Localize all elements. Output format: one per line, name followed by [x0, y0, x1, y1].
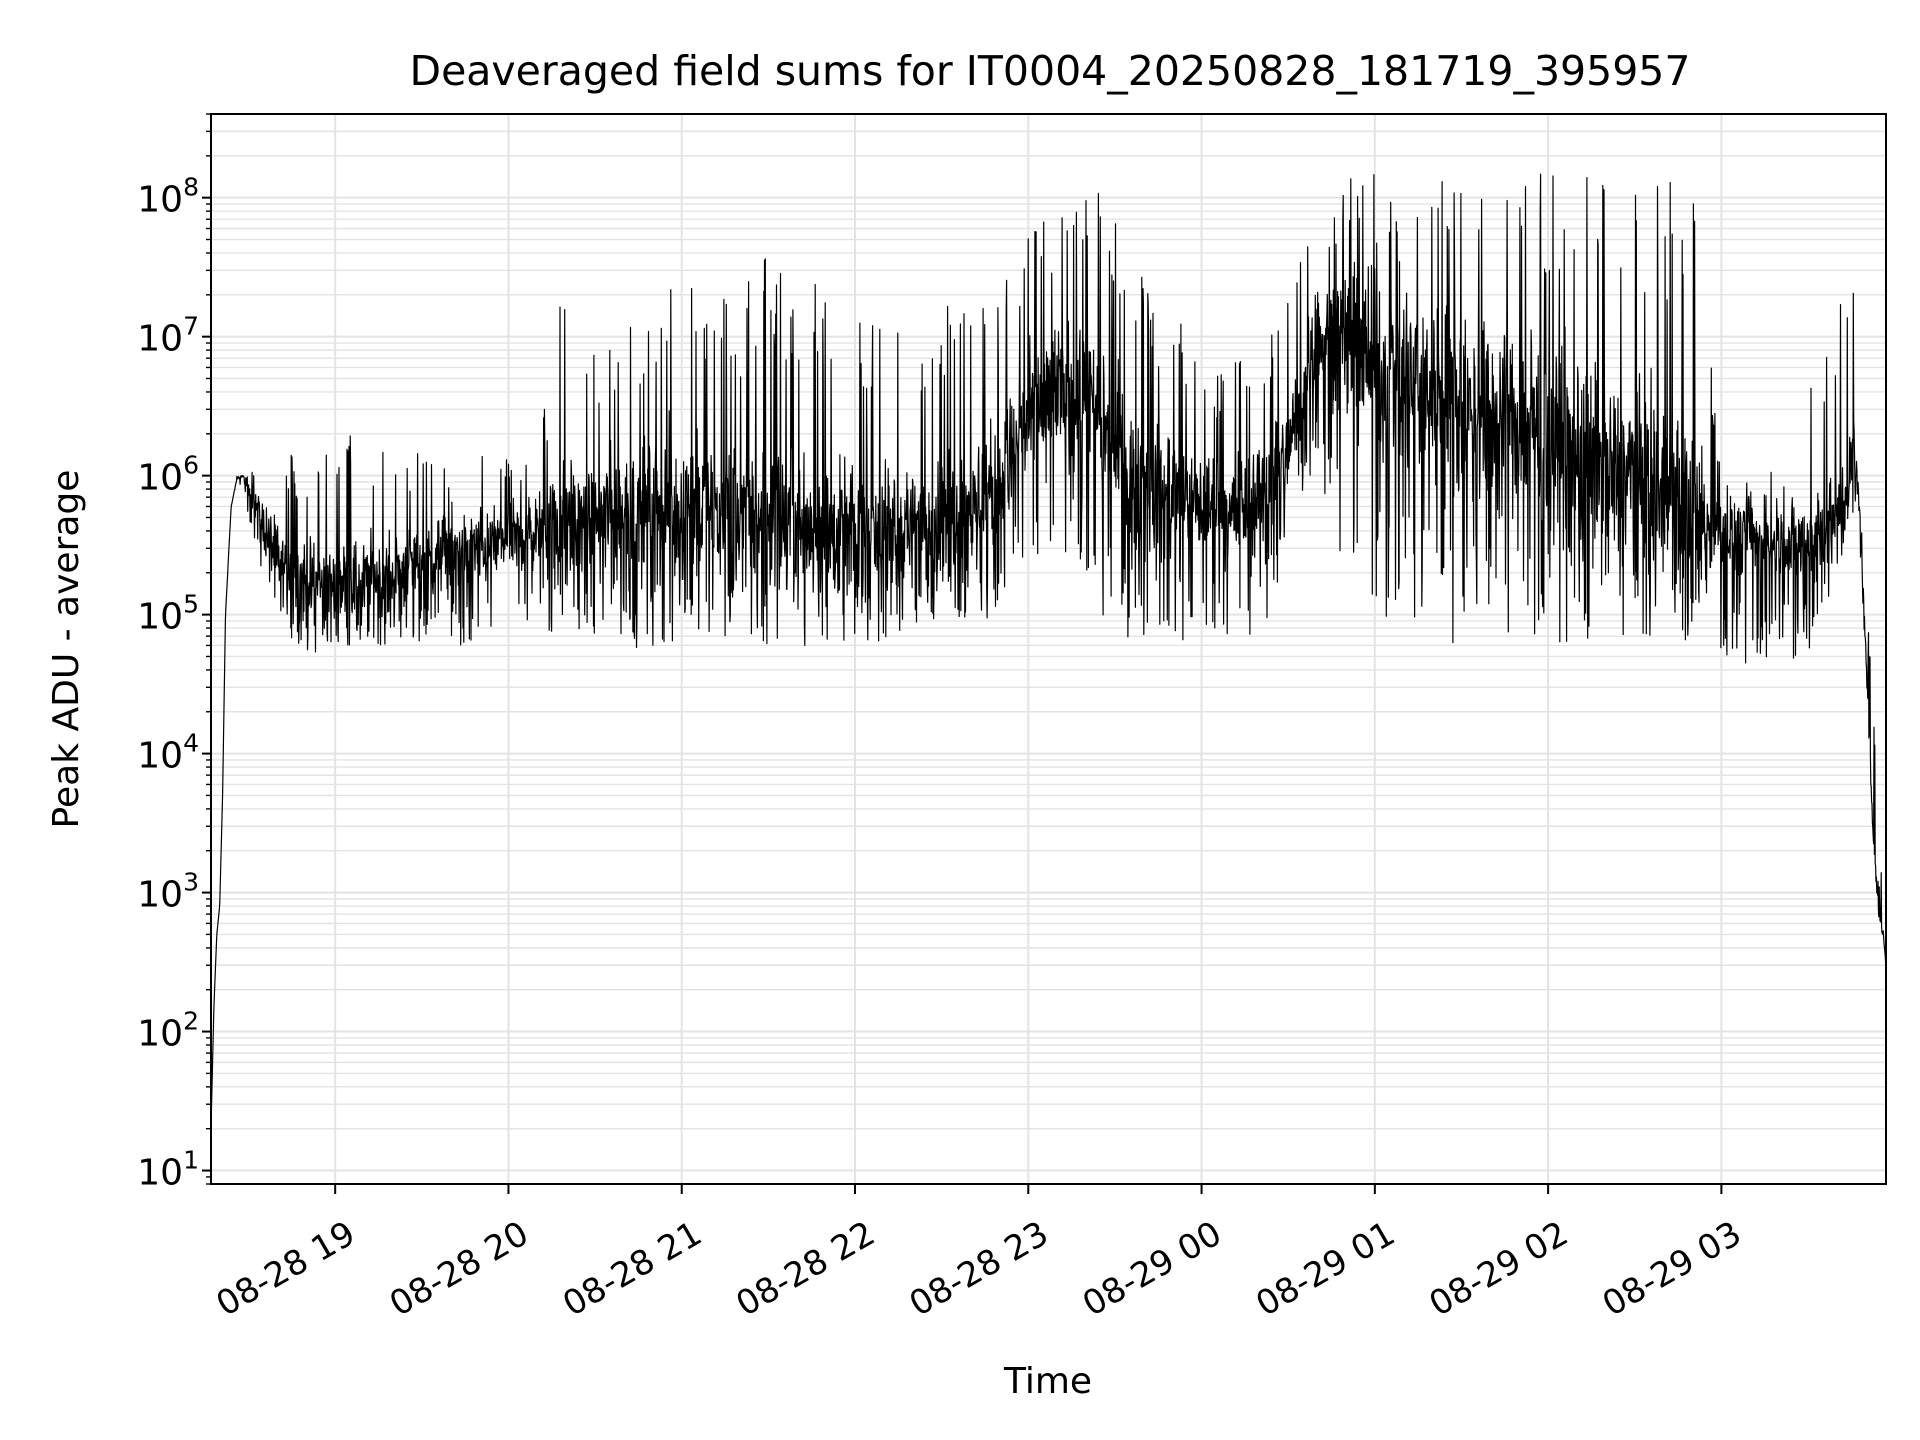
y-tick-label: 102 — [137, 1007, 199, 1055]
y-tick-label-exponent: 7 — [183, 312, 199, 341]
y-tick-label-exponent: 3 — [183, 868, 199, 897]
plot-frame — [210, 113, 1887, 1185]
y-tick-label-exponent: 6 — [183, 451, 199, 480]
y-tick-label-base: 10 — [137, 875, 183, 916]
y-tick-label-base: 10 — [137, 319, 183, 360]
y-tick-label: 107 — [137, 312, 199, 360]
y-axis-label: Peak ADU - average — [46, 470, 87, 829]
y-tick-label-base: 10 — [137, 180, 183, 221]
y-tick-label-base: 10 — [137, 736, 183, 777]
y-tick-label-base: 10 — [137, 1153, 183, 1194]
y-tick-label-exponent: 5 — [183, 590, 199, 619]
y-tick-label-exponent: 4 — [183, 729, 199, 758]
y-tick-label: 106 — [137, 451, 199, 499]
x-axis-label: Time — [1003, 1361, 1092, 1402]
y-tick-label-exponent: 1 — [183, 1146, 199, 1175]
series-line — [210, 173, 1887, 1129]
y-tick-label-exponent: 2 — [183, 1007, 199, 1036]
y-tick-label: 108 — [137, 173, 199, 221]
y-tick-label-base: 10 — [137, 458, 183, 499]
grid-lines — [211, 113, 1886, 1184]
y-tick-label: 104 — [137, 729, 199, 777]
series-group — [210, 173, 1887, 1129]
y-tick-label: 103 — [137, 868, 199, 916]
y-tick-label-base: 10 — [137, 597, 183, 638]
y-tick-label: 105 — [137, 590, 199, 638]
y-tick-label: 101 — [137, 1146, 199, 1194]
chart-title: Deaveraged field sums for IT0004_2025082… — [410, 47, 1691, 95]
y-tick-label-base: 10 — [137, 1014, 183, 1055]
y-tick-label-exponent: 8 — [183, 173, 199, 202]
